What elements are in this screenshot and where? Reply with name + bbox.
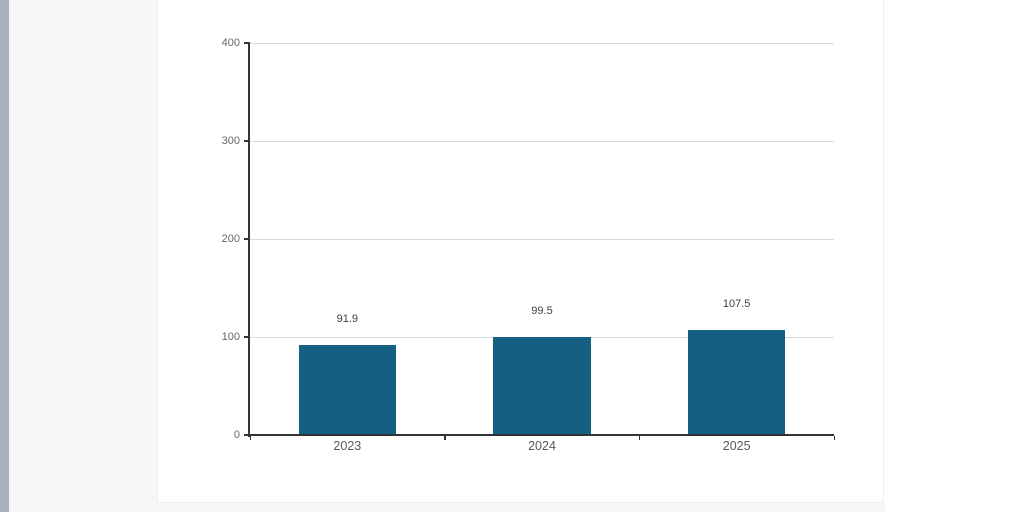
x-axis-tick: [249, 436, 251, 440]
page-gutter-bottom: [9, 503, 885, 512]
x-axis-tick: [638, 436, 641, 440]
y-axis-tick: [244, 42, 250, 44]
x-axis-category-label: 2025: [722, 439, 751, 453]
bar-value-label: 107.5: [722, 297, 751, 310]
y-axis-tick-label: 200: [221, 233, 240, 245]
y-axis-tick: [244, 336, 250, 338]
x-axis-tick: [444, 436, 446, 440]
x-axis-category-label: 2023: [333, 439, 362, 453]
y-gridline: [250, 238, 834, 240]
y-axis-tick-label: 0: [233, 429, 240, 441]
x-axis-tick: [833, 436, 835, 440]
bar-2024: [493, 337, 591, 435]
left-scrollbar-strip[interactable]: [0, 0, 9, 512]
x-axis-line: [248, 434, 834, 436]
y-gridline: [250, 140, 834, 142]
y-axis-line: [248, 43, 250, 437]
bar-value-label: 91.9: [336, 312, 359, 325]
bar-value-label: 99.5: [531, 305, 553, 318]
y-axis-tick-label: 300: [221, 135, 240, 147]
x-axis-category-label: 2024: [528, 439, 556, 453]
bar-2023: [298, 344, 396, 435]
y-axis-tick-label: 100: [221, 331, 240, 343]
y-gridline: [250, 42, 834, 44]
page-gutter-left: [9, 0, 157, 512]
bar-2025: [688, 329, 786, 435]
y-gridline: [250, 336, 834, 338]
y-axis-tick-label: 400: [221, 37, 240, 49]
y-axis-tick: [244, 140, 250, 142]
y-axis-tick: [244, 434, 250, 436]
y-axis-tick: [244, 238, 250, 240]
